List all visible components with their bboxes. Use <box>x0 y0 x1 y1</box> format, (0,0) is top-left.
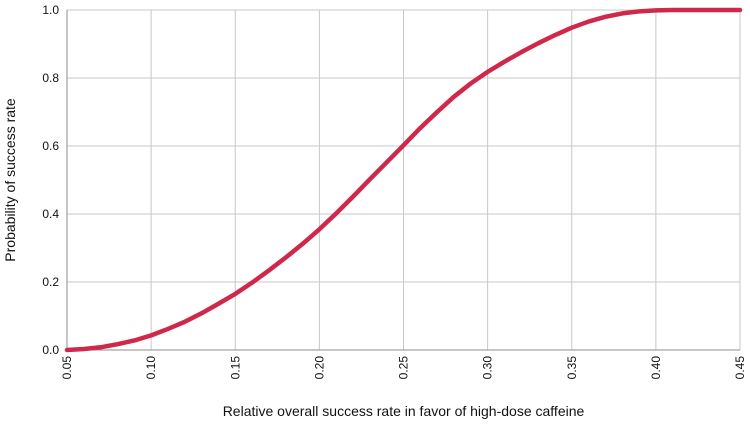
y-axis-title: Probability of success rate <box>2 98 18 262</box>
axes <box>66 10 740 351</box>
y-tick-label: 0.4 <box>42 207 59 221</box>
series-lines <box>64 7 743 353</box>
x-tick-label: 0.20 <box>312 356 326 380</box>
y-tick-labels: 0.0 0.2 0.4 0.6 0.8 1.0 <box>42 3 59 357</box>
y-tick-label: 1.0 <box>42 3 59 17</box>
x-tick-label: 0.40 <box>649 356 663 380</box>
y-tick-label: 0.6 <box>42 139 59 153</box>
y-tick-label: 0.0 <box>42 343 59 357</box>
x-tick-labels: 0.05 0.10 0.15 0.20 0.25 0.30 0.35 0.40 0.45 <box>60 356 747 380</box>
x-tick-label: 0.05 <box>60 356 74 380</box>
x-tick-label: 0.15 <box>228 356 242 380</box>
x-tick-label: 0.25 <box>397 356 411 380</box>
x-tick-label: 0.30 <box>481 356 495 380</box>
x-tick-label: 0.10 <box>144 356 158 380</box>
y-tick-label: 0.8 <box>42 71 59 85</box>
x-axis-title: Relative overall success rate in favor o… <box>223 403 585 419</box>
x-tick-label: 0.45 <box>733 356 747 380</box>
x-tick-label: 0.35 <box>565 356 579 380</box>
y-tick-label: 0.2 <box>42 275 59 289</box>
gridlines <box>66 9 741 350</box>
